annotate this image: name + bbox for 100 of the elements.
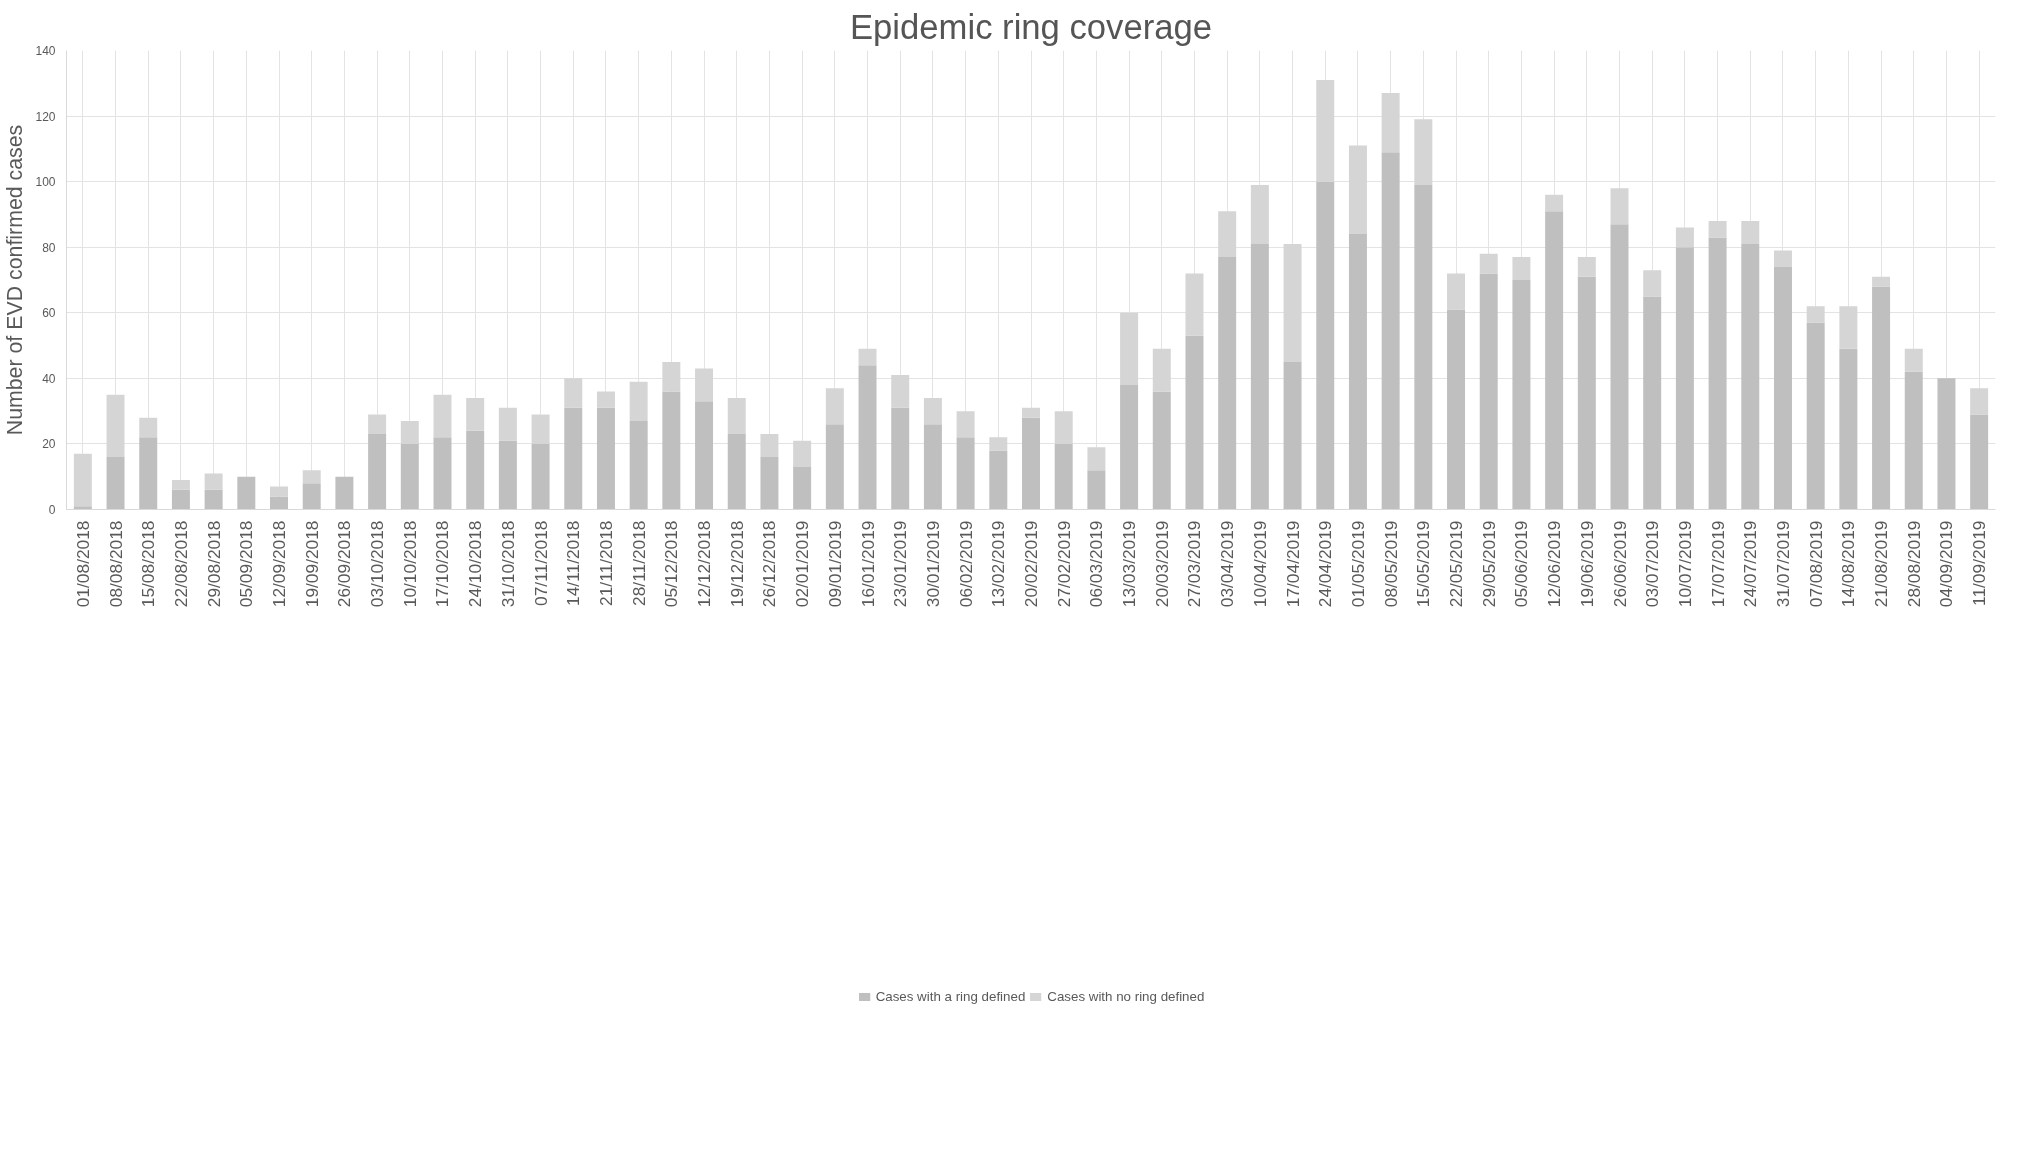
- bar: [400, 420, 419, 444]
- legend-label: Cases with a ring defined: [875, 988, 1026, 1004]
- x-tick-label: 28/11/2018: [628, 520, 649, 606]
- bar: [1283, 243, 1302, 362]
- bar: [1054, 411, 1073, 444]
- bar: [1512, 280, 1531, 510]
- x-tick-label: 17/10/2018: [432, 520, 453, 608]
- bar: [1741, 243, 1760, 510]
- bar: [1087, 470, 1106, 510]
- x-tick-label: 29/08/2018: [203, 520, 224, 608]
- x-tick-label: 01/05/2019: [1347, 520, 1368, 608]
- bar: [662, 361, 681, 392]
- bar: [1218, 257, 1237, 510]
- bar: [106, 394, 125, 458]
- bar: [302, 483, 321, 510]
- bar: [923, 424, 942, 510]
- bar: [1022, 417, 1040, 510]
- x-tick-label: 19/09/2018: [301, 520, 322, 608]
- bar: [1545, 211, 1564, 510]
- x-tick-label: 21/08/2019: [1871, 520, 1892, 608]
- bar: [1773, 266, 1792, 510]
- bar: [1479, 253, 1498, 274]
- bar: [1120, 384, 1139, 510]
- bar: [989, 450, 1008, 510]
- x-tick-label: 07/08/2019: [1805, 520, 1826, 608]
- bar: [1643, 270, 1662, 297]
- bar: [270, 486, 289, 497]
- bar: [204, 489, 223, 510]
- bar: [1904, 348, 1923, 372]
- bar: [1643, 296, 1662, 510]
- bar: [923, 398, 942, 425]
- bar: [335, 476, 354, 510]
- x-tick-label: 03/10/2018: [367, 520, 388, 608]
- bar: [1381, 152, 1400, 510]
- bar: [531, 414, 550, 444]
- bar: [1970, 414, 1989, 510]
- bar: [1054, 443, 1073, 510]
- bar: [1512, 257, 1531, 280]
- y-tick-label: 140: [35, 44, 56, 58]
- bar: [433, 437, 452, 510]
- bar: [1773, 250, 1792, 267]
- bar: [596, 407, 615, 510]
- x-tick-label: 27/02/2019: [1053, 520, 1074, 608]
- bar: [1250, 243, 1269, 510]
- bar: [1839, 348, 1858, 510]
- bar: [1839, 306, 1858, 349]
- bar: [1872, 286, 1891, 510]
- bar: [1806, 322, 1825, 510]
- bar: [727, 398, 746, 435]
- bar: [1381, 93, 1400, 153]
- bar: [171, 479, 190, 490]
- bar: [1316, 181, 1335, 510]
- x-tick-label: 03/07/2019: [1642, 520, 1663, 608]
- x-tick-label: 05/09/2018: [236, 520, 257, 608]
- bar: [1185, 273, 1204, 336]
- bar: [760, 434, 779, 458]
- bar: [956, 411, 975, 438]
- bar: [368, 434, 387, 510]
- x-tick-label: 07/11/2018: [530, 520, 551, 606]
- bar: [1447, 273, 1466, 310]
- x-tick-label: 14/11/2018: [563, 520, 584, 606]
- bar: [1708, 237, 1727, 510]
- bar: [825, 388, 844, 425]
- x-tick-label: 10/04/2019: [1249, 520, 1270, 608]
- x-tick-label: 10/10/2018: [399, 520, 420, 608]
- x-tick-label: 15/08/2018: [138, 520, 159, 608]
- x-tick-label: 22/05/2019: [1446, 520, 1467, 608]
- bar: [793, 440, 812, 467]
- bar: [1316, 80, 1335, 182]
- bar: [727, 434, 746, 510]
- y-axis-title: Number of EVD confirmed cases: [3, 124, 28, 436]
- bar: [1414, 119, 1433, 185]
- x-tick-label: 20/02/2019: [1021, 520, 1041, 608]
- bar: [498, 407, 517, 441]
- x-tick-label: 29/05/2019: [1478, 520, 1499, 608]
- x-tick-label: 12/06/2019: [1544, 520, 1565, 608]
- bar: [400, 443, 419, 510]
- x-tick-label: 26/06/2019: [1609, 520, 1630, 608]
- bar: [1610, 188, 1629, 225]
- bar: [204, 473, 223, 490]
- bar: [1087, 447, 1106, 471]
- bar: [596, 391, 615, 408]
- x-tick-label: 23/01/2019: [890, 520, 911, 608]
- x-tick-label: 20/03/2019: [1151, 520, 1172, 608]
- x-tick-label: 13/03/2019: [1119, 520, 1140, 608]
- x-tick-label: 13/02/2019: [988, 520, 1009, 608]
- x-tick-label: 27/03/2019: [1184, 520, 1205, 608]
- bar: [1577, 257, 1596, 277]
- bar: [531, 443, 550, 510]
- bar: [1741, 220, 1760, 244]
- bar: [1479, 273, 1498, 510]
- bar: [1283, 361, 1302, 510]
- bar: [662, 391, 681, 510]
- x-tick-label: 01/08/2018: [72, 520, 93, 608]
- x-tick-label: 24/07/2019: [1740, 520, 1761, 608]
- x-tick-label: 11/09/2019: [1969, 520, 1990, 606]
- bar: [237, 476, 256, 510]
- bar: [1970, 388, 1989, 415]
- bar: [793, 466, 812, 510]
- x-tick-label: 22/08/2018: [170, 520, 191, 608]
